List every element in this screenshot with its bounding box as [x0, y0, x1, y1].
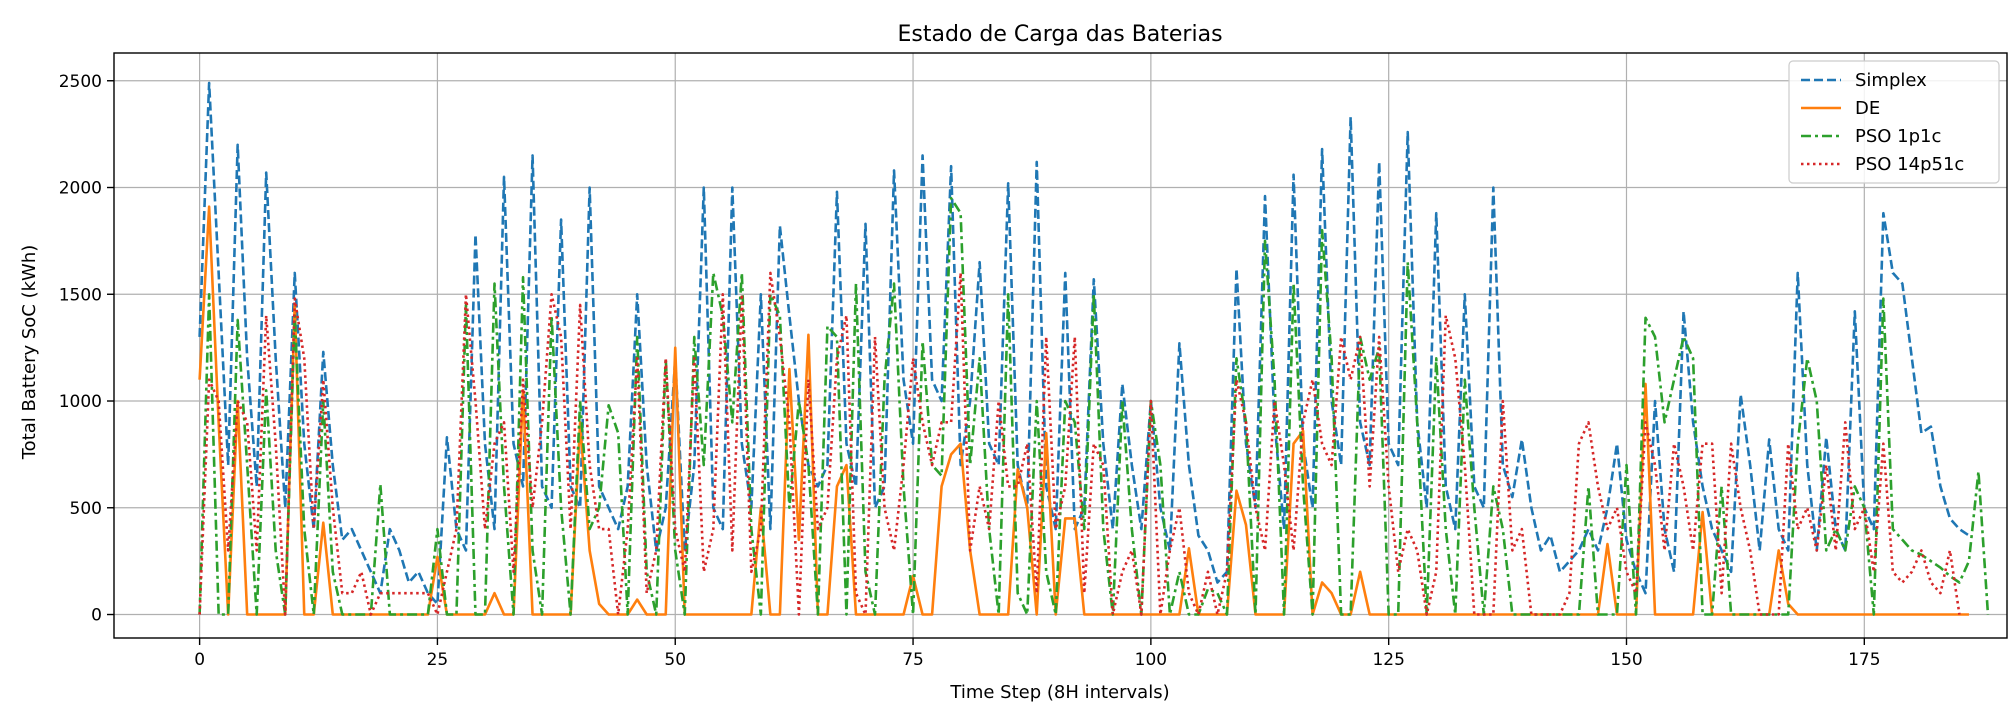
series-line-simplex [198, 81, 1970, 606]
legend-label: Simplex [1855, 70, 1927, 91]
series-lines [198, 81, 1990, 616]
x-tick-label: 125 [1372, 650, 1404, 670]
x-tick-label: 175 [1848, 650, 1880, 670]
x-tick-label: 25 [427, 650, 449, 670]
y-tick-label: 2500 [59, 72, 102, 92]
y-tick-label: 500 [70, 499, 102, 519]
x-tick-label: 150 [1610, 650, 1642, 670]
axis-ticks: 0 25 50 75 100 125 150 175 0 500 1000 1500 2000 2500 [59, 72, 1881, 670]
y-tick-label: 0 [91, 606, 102, 626]
legend-label: DE [1855, 98, 1880, 119]
y-axis-label: Total Battery SoC (kWh) [19, 245, 40, 461]
legend-label: PSO 14p51c [1855, 154, 1964, 175]
plot-frame [113, 52, 2008, 639]
y-tick-label: 1000 [59, 392, 102, 412]
legend: Simplex DE PSO 1p1c PSO 14p51c [1788, 60, 2000, 184]
series-line-de [198, 205, 1969, 616]
x-tick-label: 75 [902, 650, 924, 670]
chart-title: Estado de Carga das Baterias [897, 22, 1222, 47]
x-tick-label: 50 [664, 650, 686, 670]
y-tick-label: 2000 [59, 179, 102, 199]
x-tick-label: 100 [1135, 650, 1167, 670]
legend-label: PSO 1p1c [1855, 126, 1941, 147]
x-axis-label: Time Step (8H intervals) [949, 682, 1169, 703]
x-tick-label: 0 [194, 650, 205, 670]
y-tick-label: 1500 [59, 285, 102, 305]
legend-box [1788, 60, 2000, 184]
series-line-pso-1p1c [198, 196, 1990, 616]
series-line-pso-14p51c [198, 271, 1961, 616]
